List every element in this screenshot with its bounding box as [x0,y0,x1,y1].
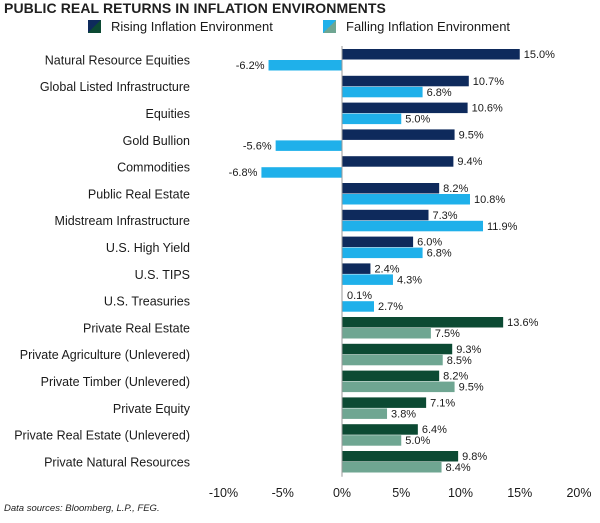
data-label-falling: 7.5% [435,328,460,340]
data-label-falling: 8.4% [446,462,471,474]
x-tick-label: 15% [507,486,532,500]
bar-falling [342,381,455,393]
category-label: Midstream Infrastructure [55,214,191,228]
x-tick-label: 0% [333,486,351,500]
data-label-falling: 9.5% [459,382,484,394]
data-label-rising: 8.2% [443,371,468,383]
bar-falling [342,86,423,98]
bar-rising [342,263,371,274]
legend: Rising Inflation Environment Falling Inf… [0,19,600,39]
chart-title: PUBLIC REAL RETURNS IN INFLATION ENVIRON… [4,0,386,16]
category-label: Private Equity [113,402,191,416]
data-label-rising: 6.0% [417,237,442,249]
bar-rising [342,236,414,248]
category-label: Natural Resource Equities [45,53,190,67]
data-label-rising: 8.2% [443,183,468,195]
bar-rising [342,451,459,462]
bar-falling [261,167,342,178]
category-label: Commodities [117,161,190,175]
data-label-falling: 4.3% [397,274,422,286]
category-label: Public Real Estate [88,187,190,201]
bar-rising [342,156,454,167]
category-label: Gold Bullion [123,134,190,148]
bar-falling [342,113,402,125]
data-label-falling: -5.6% [243,140,272,152]
legend-item-falling: Falling Inflation Environment [323,19,510,34]
bar-falling [342,354,443,366]
category-label: Private Real Estate (Unlevered) [14,429,190,443]
data-label-falling: 6.8% [427,248,452,260]
data-label-rising: 10.7% [473,76,504,88]
category-label: Private Natural Resources [44,455,190,469]
x-tick-label: 20% [566,486,591,500]
data-label-rising: 7.3% [433,210,458,222]
data-label-falling: 3.8% [391,408,416,420]
bar-falling [342,220,484,232]
bar-falling [342,247,423,259]
category-label: Private Timber (Unlevered) [41,375,190,389]
bar-rising [342,129,455,140]
legend-label-rising: Rising Inflation Environment [111,19,273,34]
x-tick-label: 10% [448,486,473,500]
data-label-falling: 6.8% [427,87,452,99]
bar-rising [342,209,429,221]
bar-rising [342,75,469,87]
data-label-falling: 11.9% [487,221,518,233]
bar-rising [342,370,440,382]
data-label-falling: 2.7% [378,301,403,313]
bar-falling [275,140,342,151]
bar-falling [268,60,342,71]
data-label-falling: 5.0% [405,435,430,447]
category-label: U.S. High Yield [106,241,190,255]
bar-falling [342,274,393,285]
bar-falling [342,435,402,446]
x-tick-label: -5% [272,486,294,500]
data-label-rising: 9.8% [462,451,487,463]
data-label-rising: 0.1% [347,290,372,302]
data-label-rising: 9.5% [459,129,484,141]
legend-label-falling: Falling Inflation Environment [346,19,511,34]
bar-rising [342,343,453,355]
data-label-falling: -6.8% [229,167,258,179]
bar-rising [342,424,418,435]
category-label: Global Listed Infrastructure [40,80,190,94]
data-label-rising: 2.4% [374,263,399,275]
data-label-rising: 7.1% [430,397,455,409]
data-label-falling: 10.8% [474,194,505,206]
data-label-rising: 6.4% [422,424,447,436]
bar-rising [342,317,504,328]
bar-falling [342,408,388,419]
x-tick-label: -10% [209,486,238,500]
data-label-rising: 9.3% [456,344,481,356]
source-note: Data sources: Bloomberg, L.P., FEG. [4,503,160,514]
legend-swatch-rising [88,20,101,33]
data-label-falling: -6.2% [236,60,265,72]
category-label: U.S. Treasuries [104,295,190,309]
bar-rising [342,183,440,194]
bar-rising [342,49,520,60]
data-label-falling: 5.0% [405,114,430,126]
category-label: Equities [146,107,190,121]
data-label-rising: 10.6% [472,103,503,115]
bar-rising [342,102,468,114]
bar-falling [342,328,431,339]
legend-item-rising: Rising Inflation Environment [88,19,273,34]
data-label-rising: 13.6% [507,317,538,329]
bar-falling [342,194,470,205]
data-label-rising: 15.0% [524,49,555,61]
category-label: U.S. TIPS [135,268,190,282]
legend-swatch-falling [323,20,336,33]
data-label-falling: 8.5% [447,355,472,367]
data-label-rising: 9.4% [457,156,482,168]
x-tick-label: 5% [392,486,410,500]
bar-falling [342,462,442,473]
category-label: Private Agriculture (Unlevered) [20,348,190,362]
category-label: Private Real Estate [83,321,190,335]
bar-rising [342,397,427,408]
bar-falling [342,301,374,312]
